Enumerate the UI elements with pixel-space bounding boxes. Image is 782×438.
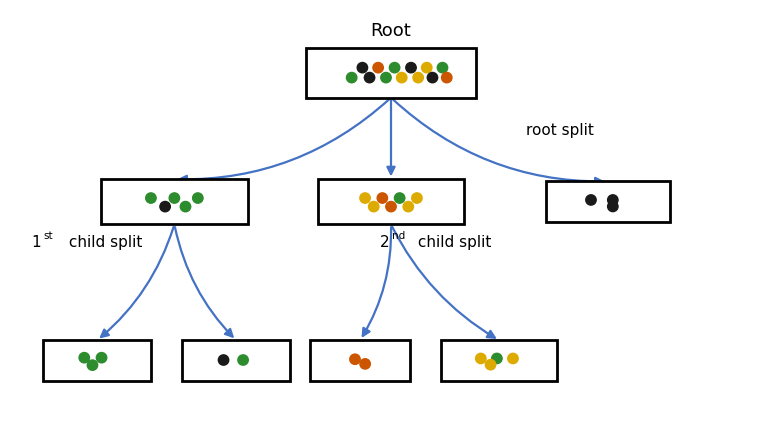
Ellipse shape: [403, 201, 414, 212]
Ellipse shape: [386, 201, 396, 212]
Text: 2: 2: [379, 235, 389, 250]
FancyArrowPatch shape: [101, 227, 174, 337]
Text: Root: Root: [371, 21, 411, 39]
Ellipse shape: [437, 63, 447, 73]
Ellipse shape: [88, 360, 98, 370]
FancyBboxPatch shape: [101, 179, 248, 224]
Text: nd: nd: [392, 231, 405, 241]
Text: child split: child split: [64, 235, 142, 250]
Ellipse shape: [492, 353, 502, 364]
FancyBboxPatch shape: [182, 340, 290, 381]
Ellipse shape: [608, 201, 618, 212]
Ellipse shape: [169, 193, 180, 203]
Text: root split: root split: [526, 124, 594, 138]
FancyArrowPatch shape: [175, 227, 232, 337]
Ellipse shape: [350, 354, 361, 364]
Ellipse shape: [145, 193, 156, 203]
FancyBboxPatch shape: [317, 179, 465, 224]
Ellipse shape: [79, 353, 89, 363]
Ellipse shape: [608, 195, 618, 205]
Ellipse shape: [373, 63, 383, 73]
Ellipse shape: [475, 353, 486, 364]
Ellipse shape: [360, 193, 370, 203]
Ellipse shape: [442, 72, 452, 83]
Ellipse shape: [238, 355, 249, 365]
Ellipse shape: [486, 360, 496, 370]
Ellipse shape: [181, 201, 191, 212]
Ellipse shape: [96, 353, 107, 363]
Text: 1: 1: [31, 235, 41, 250]
Ellipse shape: [412, 193, 422, 203]
Ellipse shape: [396, 72, 407, 83]
FancyArrowPatch shape: [387, 100, 395, 174]
Ellipse shape: [360, 359, 371, 369]
FancyBboxPatch shape: [546, 181, 669, 222]
Ellipse shape: [368, 201, 379, 212]
Text: st: st: [44, 231, 53, 241]
Ellipse shape: [413, 72, 423, 83]
FancyArrowPatch shape: [180, 99, 389, 183]
Ellipse shape: [427, 72, 438, 83]
Ellipse shape: [389, 63, 400, 73]
Ellipse shape: [218, 355, 228, 365]
Ellipse shape: [381, 72, 391, 83]
Ellipse shape: [394, 193, 405, 203]
Ellipse shape: [192, 193, 203, 203]
Ellipse shape: [586, 195, 596, 205]
Ellipse shape: [377, 193, 388, 203]
Ellipse shape: [346, 72, 357, 83]
FancyArrowPatch shape: [363, 227, 391, 336]
Ellipse shape: [357, 63, 368, 73]
Ellipse shape: [160, 201, 170, 212]
FancyBboxPatch shape: [310, 340, 411, 381]
FancyArrowPatch shape: [393, 99, 602, 185]
FancyBboxPatch shape: [441, 340, 558, 381]
Ellipse shape: [421, 63, 432, 73]
FancyBboxPatch shape: [43, 340, 151, 381]
Ellipse shape: [508, 353, 518, 364]
FancyBboxPatch shape: [306, 48, 476, 98]
Ellipse shape: [406, 63, 416, 73]
Text: child split: child split: [414, 235, 492, 250]
FancyArrowPatch shape: [393, 227, 495, 338]
Ellipse shape: [364, 72, 375, 83]
